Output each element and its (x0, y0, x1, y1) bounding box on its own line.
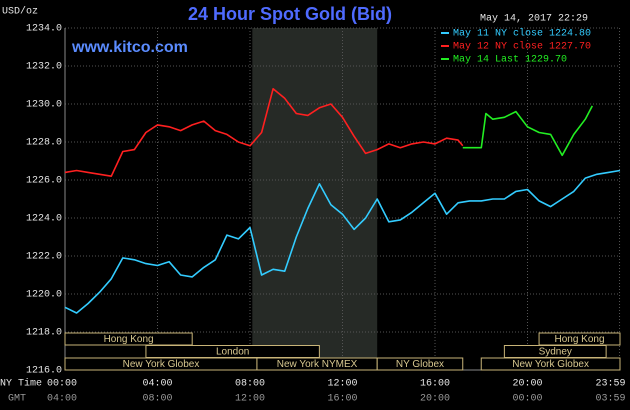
y-tick-label: 1220.0 (26, 290, 62, 301)
x-tick-label: 20:00 (512, 379, 542, 390)
session-label: NY Globex (396, 359, 444, 370)
x-tick-label: 08:00 (235, 379, 265, 390)
y-tick-label: 1224.0 (26, 214, 62, 225)
x2-tick-label: 04:00 (47, 394, 77, 405)
x2-tick-label: 12:00 (235, 394, 265, 405)
x2-tick-label: 08:00 (142, 394, 172, 405)
series-line (64, 169, 621, 314)
session-label: New York Globex (123, 359, 200, 370)
session-label: Sydney (539, 347, 572, 358)
timestamp: May 14, 2017 22:29 (480, 14, 588, 25)
chart-title: 24 Hour Spot Gold (Bid) (188, 4, 392, 24)
x2-tick-label: 20:00 (420, 394, 450, 405)
x-tick-label: 04:00 (142, 379, 172, 390)
x2-tick-label: 16:00 (327, 394, 357, 405)
session-label: London (216, 347, 249, 358)
series-line (64, 88, 464, 177)
session-label: New York Globex (512, 359, 589, 370)
session-label: Hong Kong (555, 334, 605, 345)
y-tick-label: 1230.0 (26, 100, 62, 111)
shaded-range (252, 28, 378, 370)
x2-tick-label: 00:00 (512, 394, 542, 405)
session-box (64, 332, 193, 346)
y-tick-label: 1216.0 (26, 366, 62, 377)
legend-label: May 14 Last 1229.70 (453, 55, 567, 66)
x2-row-label: GMT (8, 394, 26, 405)
y-tick-label: 1218.0 (26, 328, 62, 339)
legend-label: May 12 NY close 1227.70 (453, 41, 591, 53)
series-line (462, 105, 594, 157)
y-axis-label: USD/oz (2, 6, 38, 18)
session-box (376, 357, 464, 371)
x-tick-label: 00:00 (47, 379, 77, 390)
x-row-label: NY Time (0, 378, 42, 390)
y-tick-label: 1228.0 (26, 138, 62, 149)
x-tick-label: 16:00 (420, 379, 450, 390)
x-tick-label: 12:00 (327, 379, 357, 390)
y-tick-label: 1226.0 (26, 176, 62, 187)
y-tick-label: 1232.0 (26, 62, 62, 73)
source: www.kitco.com (71, 39, 188, 56)
y-tick-label: 1234.0 (26, 24, 62, 35)
plot-background (64, 27, 621, 371)
x2-tick-label: 03:59 (596, 394, 626, 405)
session-label: Hong Kong (104, 334, 154, 345)
x-tick-label: 23:59 (596, 379, 626, 390)
session-box (480, 357, 621, 371)
legend-label: May 11 NY close 1224.80 (453, 28, 591, 40)
session-label: New York NYMEX (277, 359, 358, 370)
y-tick-label: 1222.0 (26, 252, 62, 263)
